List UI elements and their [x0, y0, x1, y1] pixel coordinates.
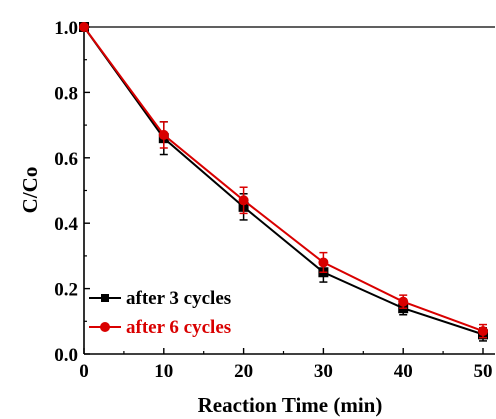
- data-point-circle: [79, 22, 89, 32]
- data-point-circle: [158, 129, 169, 140]
- x-tick-label: 20: [234, 361, 253, 382]
- legend-swatch-marker: [101, 294, 109, 302]
- data-point-circle: [318, 257, 329, 268]
- series-line: [83, 26, 484, 333]
- legend-swatch-marker: [100, 322, 110, 332]
- x-tick-label: 10: [154, 361, 173, 382]
- x-tick-label: 40: [394, 361, 413, 382]
- x-tick-label: 50: [474, 361, 493, 382]
- y-tick-label: 0.4: [54, 214, 78, 235]
- data-point-circle: [478, 326, 488, 337]
- data-point-circle: [398, 296, 409, 307]
- series-layer: [79, 22, 488, 342]
- x-axis-title: Reaction Time (min): [198, 393, 383, 417]
- legend-label: after 6 cycles: [126, 317, 231, 338]
- series-line: [83, 26, 484, 336]
- x-tick-label: 30: [314, 361, 333, 382]
- legend: after 3 cycles after 6 cycles: [89, 288, 231, 338]
- ticks: 0 10 20 30 40 50 0.0 0.2 0.4 0.6 0.8 1.0: [54, 18, 492, 382]
- data-point-circle: [238, 195, 249, 206]
- x-tick-label: 0: [79, 361, 89, 382]
- y-tick-label: 0.2: [54, 280, 78, 301]
- y-axis-title: C/Co: [18, 167, 42, 214]
- y-tick-label: 1.0: [54, 18, 78, 39]
- y-tick-label: 0.6: [54, 149, 78, 170]
- y-tick-label: 0.0: [54, 345, 78, 366]
- legend-label: after 3 cycles: [126, 288, 231, 309]
- series-2: [79, 22, 488, 339]
- y-tick-label: 0.8: [54, 83, 78, 104]
